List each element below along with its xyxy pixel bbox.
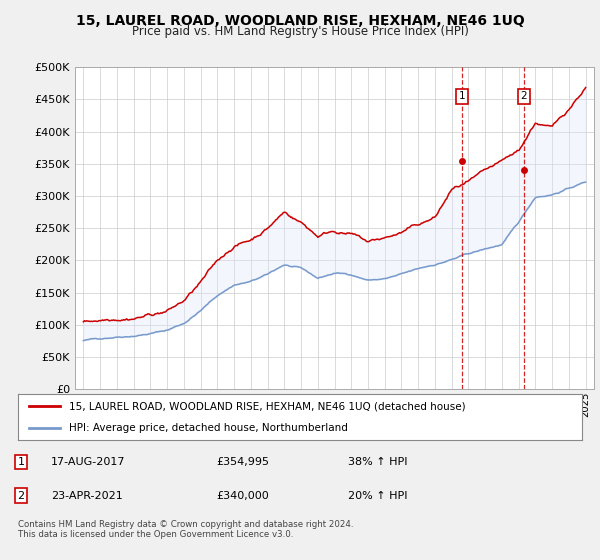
Text: 1: 1 <box>459 91 466 101</box>
Text: 2: 2 <box>520 91 527 101</box>
Text: Contains HM Land Registry data © Crown copyright and database right 2024.
This d: Contains HM Land Registry data © Crown c… <box>18 520 353 539</box>
Text: 17-AUG-2017: 17-AUG-2017 <box>51 457 125 467</box>
Text: 15, LAUREL ROAD, WOODLAND RISE, HEXHAM, NE46 1UQ (detached house): 15, LAUREL ROAD, WOODLAND RISE, HEXHAM, … <box>69 401 466 411</box>
Text: 15, LAUREL ROAD, WOODLAND RISE, HEXHAM, NE46 1UQ: 15, LAUREL ROAD, WOODLAND RISE, HEXHAM, … <box>76 14 524 28</box>
Text: 20% ↑ HPI: 20% ↑ HPI <box>348 491 407 501</box>
Text: 23-APR-2021: 23-APR-2021 <box>51 491 123 501</box>
Text: 2: 2 <box>17 491 25 501</box>
Text: £354,995: £354,995 <box>216 457 269 467</box>
Text: 38% ↑ HPI: 38% ↑ HPI <box>348 457 407 467</box>
Text: HPI: Average price, detached house, Northumberland: HPI: Average price, detached house, Nort… <box>69 423 347 433</box>
Text: £340,000: £340,000 <box>216 491 269 501</box>
Text: 1: 1 <box>17 457 25 467</box>
Text: Price paid vs. HM Land Registry's House Price Index (HPI): Price paid vs. HM Land Registry's House … <box>131 25 469 38</box>
